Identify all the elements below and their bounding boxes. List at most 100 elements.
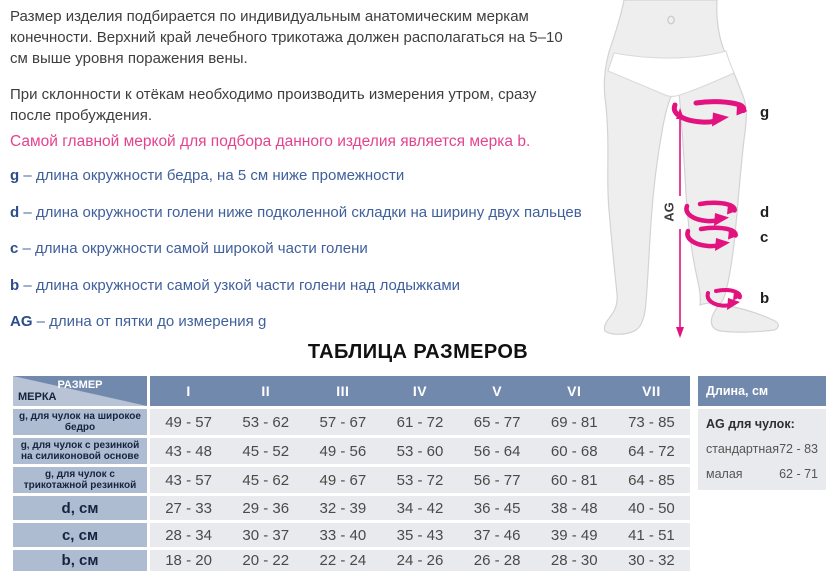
row-label: g, для чулок с резинкой на силиконовой о… <box>13 438 147 464</box>
b-arrowhead <box>733 291 742 301</box>
size-cell: 39 - 49 <box>550 526 598 544</box>
length-row: малая 62 - 71 <box>706 467 818 481</box>
size-cell: 41 - 51 <box>628 526 675 544</box>
column-header: VI <box>567 383 582 399</box>
size-cell: 64 - 72 <box>628 442 675 460</box>
size-table: РАЗМЕР МЕРКА I II III IV V VI VII g, для… <box>13 376 690 571</box>
size-cell: 30 - 32 <box>628 552 675 569</box>
c-arrowhead <box>728 229 739 240</box>
g-label: g <box>760 104 769 121</box>
length-panel-subtitle: AG для чулок: <box>706 417 795 431</box>
size-cell: 53 - 60 <box>396 442 444 460</box>
size-cell: 45 - 62 <box>242 471 290 489</box>
column-header: I <box>186 383 191 399</box>
size-cell: 35 - 43 <box>396 526 444 544</box>
definition-letter: AG <box>10 313 33 330</box>
g-arrowhead <box>712 112 729 127</box>
c-label: c <box>760 229 768 246</box>
size-cell: 18 - 20 <box>165 552 212 569</box>
size-cell: 61 - 72 <box>396 413 444 431</box>
definition-letter: g <box>10 167 20 184</box>
b-label: b <box>760 290 769 307</box>
definition-g: g – длина окружности бедра, на 5 см ниже… <box>10 167 650 184</box>
intro-paragraph-1: Размер изделия подбирается по индивидуал… <box>10 8 563 67</box>
length-name: стандартная <box>706 442 779 456</box>
table-row: d, см 27 - 33 29 - 36 32 - 39 34 - 42 36… <box>13 496 690 520</box>
size-cell: 32 - 39 <box>319 499 367 517</box>
size-cell: 33 - 40 <box>319 526 367 544</box>
table-row: c, см 28 - 34 30 - 37 33 - 40 35 - 43 37… <box>13 523 690 547</box>
size-cell: 65 - 77 <box>473 413 521 431</box>
g-arrowhead <box>736 104 748 116</box>
size-cell: 69 - 81 <box>550 413 598 431</box>
length-panel-header: Длина, см <box>698 376 826 406</box>
size-cell: 22 - 24 <box>319 552 367 569</box>
ag-arrow-down <box>676 327 684 338</box>
size-cell: 43 - 57 <box>165 471 212 489</box>
corner-measure-label: МЕРКА <box>18 391 57 403</box>
length-value: 72 - 83 <box>779 442 818 456</box>
size-cell: 36 - 45 <box>473 499 521 517</box>
length-row: стандартная 72 - 83 <box>706 442 818 456</box>
length-name: малая <box>706 467 743 481</box>
b-arrowhead <box>727 298 740 310</box>
d-label: d <box>760 204 769 221</box>
row-label: g, для чулок на широкое бедро <box>13 409 147 435</box>
length-value: 62 - 71 <box>779 467 818 481</box>
table-row: g, для чулок с резинкой на силиконовой о… <box>13 438 690 464</box>
length-panel: Длина, см AG для чулок: стандартная 72 -… <box>698 376 826 490</box>
table-row: b, см 18 - 20 20 - 22 22 - 24 24 - 26 26… <box>13 550 690 571</box>
size-cell: 43 - 48 <box>165 442 212 460</box>
definition-ag: AG – длина от пятки до измерения g <box>10 313 650 330</box>
size-cell: 24 - 26 <box>396 552 444 569</box>
size-cell: 49 - 57 <box>165 413 212 431</box>
size-table-title: ТАБЛИЦА РАЗМЕРОВ <box>307 341 529 363</box>
size-cell: 56 - 64 <box>473 442 521 460</box>
table-row: g, для чулок с трикотажной резинкой 43 -… <box>13 467 690 493</box>
column-header: VII <box>642 383 661 399</box>
size-cell: 60 - 81 <box>550 471 598 489</box>
intro-paragraph-2: При склонности к отёкам необходимо произ… <box>10 86 537 124</box>
table-header-row: I II III IV V VI VII <box>150 376 690 406</box>
size-cell: 73 - 85 <box>628 413 675 431</box>
briefs-shape <box>607 50 735 97</box>
size-cell: 57 - 67 <box>319 413 367 431</box>
size-cell: 40 - 50 <box>628 499 675 517</box>
size-cell: 37 - 46 <box>473 526 521 544</box>
ag-line-label: AG <box>661 202 676 222</box>
size-cell: 28 - 30 <box>550 552 598 569</box>
definition-text: – длина окружности самой широкой части г… <box>22 240 368 257</box>
column-header: II <box>261 383 271 399</box>
length-panel-body: AG для чулок: стандартная 72 - 83 малая … <box>698 409 826 490</box>
definition-text: – длина окружности бедра, на 5 см ниже п… <box>23 167 405 184</box>
size-cell: 49 - 56 <box>319 442 367 460</box>
row-label: g, для чулок с трикотажной резинкой <box>13 467 147 493</box>
definition-c: c – длина окружности самой широкой части… <box>10 240 650 257</box>
size-cell: 56 - 77 <box>473 471 521 489</box>
d-arrowhead <box>727 204 738 215</box>
definition-d: d – длина окружности голени ниже подколе… <box>10 204 650 221</box>
definition-text: – длина окружности голени ниже подколенн… <box>23 204 582 221</box>
definition-text: – длина от пятки до измерения g <box>36 313 267 330</box>
definition-b: b – длина окружности самой узкой части г… <box>10 277 650 294</box>
size-cell: 49 - 67 <box>319 471 367 489</box>
definition-letter: d <box>10 204 20 221</box>
highlight-note: Самой главной меркой для подбора данного… <box>10 133 531 150</box>
table-corner-cell: РАЗМЕР МЕРКА <box>13 376 147 406</box>
size-cell: 26 - 28 <box>473 552 521 569</box>
size-cell: 53 - 72 <box>396 471 444 489</box>
corner-size-label: РАЗМЕР <box>57 379 103 391</box>
table-row: g, для чулок на широкое бедро 49 - 57 53… <box>13 409 690 435</box>
size-cell: 45 - 52 <box>242 442 290 460</box>
navel <box>667 15 675 25</box>
size-cell: 27 - 33 <box>165 499 212 517</box>
column-header: IV <box>412 383 428 399</box>
size-cell: 20 - 22 <box>242 552 290 569</box>
definition-letter: b <box>10 277 20 294</box>
column-header: V <box>492 383 503 399</box>
size-cell: 38 - 48 <box>550 499 598 517</box>
size-cell: 64 - 85 <box>628 471 675 489</box>
body-silhouette <box>603 0 779 335</box>
size-cell: 34 - 42 <box>396 499 444 517</box>
